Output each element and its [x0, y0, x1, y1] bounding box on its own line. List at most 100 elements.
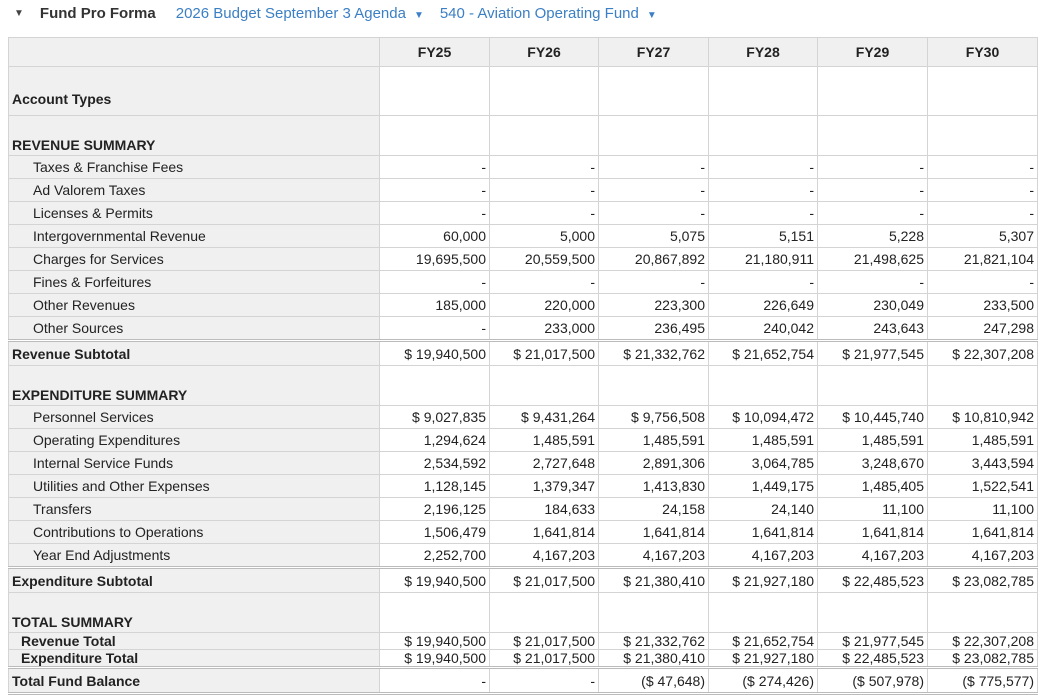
table-row: Transfers 2,196,125 184,633 24,158 24,140 11,…	[8, 497, 1038, 521]
header-row: FY25 FY26 FY27 FY28 FY29 FY30	[8, 37, 1038, 67]
value-cell: ($ 47,648)	[598, 666, 709, 695]
row-label: Revenue Total	[8, 632, 380, 650]
column-header-fy28: FY28	[708, 37, 818, 67]
value-cell: 1,641,814	[708, 520, 818, 544]
value-cell: -	[927, 155, 1038, 179]
value-cell	[708, 66, 818, 116]
collapse-caret-icon[interactable]: ▼	[14, 7, 24, 19]
table-row: Charges for Services 19,695,500 20,559,500…	[8, 247, 1038, 271]
value-cell: -	[489, 201, 599, 225]
value-cell	[708, 115, 818, 156]
table-row: Revenue Total $ 19,940,500 $ 21,017,500 $ 2…	[8, 632, 1038, 650]
value-cell: 247,298	[927, 316, 1038, 341]
value-cell	[927, 115, 1038, 156]
row-label: TOTAL SUMMARY	[8, 592, 380, 633]
row-label: Other Revenues	[8, 293, 380, 317]
value-cell: ($ 775,577)	[927, 666, 1038, 695]
row-label: Year End Adjustments	[8, 543, 380, 568]
value-cell: 184,633	[489, 497, 599, 521]
value-cell: -	[817, 178, 928, 202]
table-row: TOTAL SUMMARY	[8, 592, 1038, 633]
pro-forma-table: FY25 FY26 FY27 FY28 FY29 FY30 Account Types RE…	[8, 37, 1038, 695]
value-cell: 20,559,500	[489, 247, 599, 271]
value-cell: -	[927, 178, 1038, 202]
value-cell: 19,695,500	[379, 247, 490, 271]
row-label: Revenue Subtotal	[8, 339, 380, 366]
row-label: Utilities and Other Expenses	[8, 474, 380, 498]
value-cell: 1,413,830	[598, 474, 709, 498]
value-cell: 1,641,814	[598, 520, 709, 544]
row-label: Total Fund Balance	[8, 666, 380, 695]
value-cell: 233,000	[489, 316, 599, 341]
value-cell: -	[598, 201, 709, 225]
table-row: Expenditure Total $ 19,940,500 $ 21,017,50…	[8, 649, 1038, 668]
value-cell: 2,252,700	[379, 543, 490, 568]
value-cell: $ 21,927,180	[708, 649, 818, 668]
value-cell	[598, 592, 709, 633]
value-cell	[489, 365, 599, 406]
value-cell: -	[379, 155, 490, 179]
value-cell: 21,821,104	[927, 247, 1038, 271]
value-cell: 1,522,541	[927, 474, 1038, 498]
value-cell: -	[598, 178, 709, 202]
row-label: Expenditure Subtotal	[8, 566, 380, 593]
value-cell: $ 22,307,208	[927, 339, 1038, 366]
value-cell: -	[708, 201, 818, 225]
value-cell: $ 22,307,208	[927, 632, 1038, 650]
value-cell: -	[489, 270, 599, 294]
value-cell: $ 10,445,740	[817, 405, 928, 429]
value-cell: 240,042	[708, 316, 818, 341]
table-row: Contributions to Operations 1,506,479 1,64…	[8, 520, 1038, 544]
table-row: Personnel Services $ 9,027,835 $ 9,431,264…	[8, 405, 1038, 429]
row-label: Fines & Forfeitures	[8, 270, 380, 294]
value-cell	[598, 66, 709, 116]
chevron-down-icon: ▼	[413, 9, 424, 21]
value-cell: 226,649	[708, 293, 818, 317]
value-cell: 2,196,125	[379, 497, 490, 521]
value-cell: $ 22,485,523	[817, 566, 928, 593]
value-cell	[379, 592, 490, 633]
row-label: Account Types	[8, 66, 380, 116]
value-cell: 220,000	[489, 293, 599, 317]
row-label: EXPENDITURE SUMMARY	[8, 365, 380, 406]
value-cell: 2,534,592	[379, 451, 490, 475]
value-cell: $ 21,017,500	[489, 566, 599, 593]
column-header-fy29: FY29	[817, 37, 928, 67]
value-cell: $ 19,940,500	[379, 632, 490, 650]
value-cell: $ 21,017,500	[489, 632, 599, 650]
value-cell: $ 19,940,500	[379, 566, 490, 593]
value-cell: 11,100	[927, 497, 1038, 521]
row-label: REVENUE SUMMARY	[8, 115, 380, 156]
value-cell: 1,379,347	[489, 474, 599, 498]
table-row: Account Types	[8, 66, 1038, 116]
value-cell: 4,167,203	[927, 543, 1038, 568]
value-cell: $ 19,940,500	[379, 339, 490, 366]
value-cell: $ 21,977,545	[817, 339, 928, 366]
value-cell: 2,727,648	[489, 451, 599, 475]
value-cell: $ 21,652,754	[708, 339, 818, 366]
value-cell: $ 21,332,762	[598, 632, 709, 650]
value-cell	[489, 115, 599, 156]
value-cell: -	[598, 270, 709, 294]
table-row: Expenditure Subtotal $ 19,940,500 $ 21,017…	[8, 566, 1038, 593]
value-cell: -	[817, 201, 928, 225]
value-cell: 223,300	[598, 293, 709, 317]
table-row: Taxes & Franchise Fees - - - - - -	[8, 155, 1038, 179]
value-cell: 1,506,479	[379, 520, 490, 544]
value-cell: -	[379, 666, 490, 695]
value-cell: 5,151	[708, 224, 818, 248]
table-row: Total Fund Balance - - ($ 47,648) ($ 274,426…	[8, 666, 1038, 695]
fund-dropdown[interactable]: 540 - Aviation Operating Fund ▼	[440, 5, 657, 22]
table-row: Revenue Subtotal $ 19,940,500 $ 21,017,500…	[8, 339, 1038, 366]
row-label: Charges for Services	[8, 247, 380, 271]
value-cell: $ 10,810,942	[927, 405, 1038, 429]
value-cell: -	[379, 270, 490, 294]
table-row: Year End Adjustments 2,252,700 4,167,203 4,…	[8, 543, 1038, 568]
budget-dropdown[interactable]: 2026 Budget September 3 Agenda ▼	[176, 5, 424, 22]
value-cell: $ 23,082,785	[927, 649, 1038, 668]
value-cell	[379, 115, 490, 156]
value-cell: 185,000	[379, 293, 490, 317]
value-cell: 1,485,405	[817, 474, 928, 498]
value-cell: $ 21,652,754	[708, 632, 818, 650]
value-cell: 4,167,203	[817, 543, 928, 568]
